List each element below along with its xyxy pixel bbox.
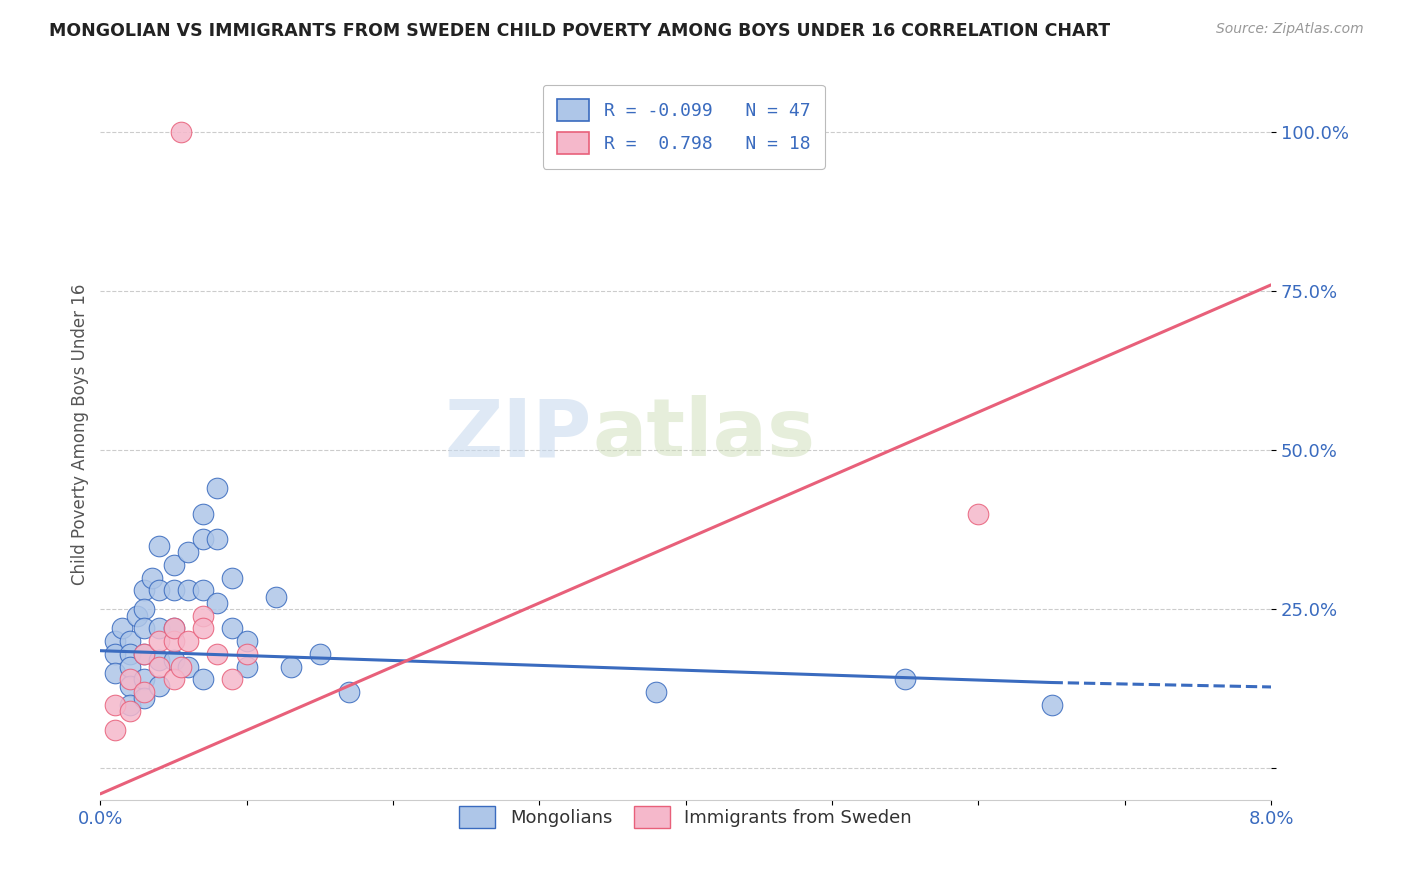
Text: MONGOLIAN VS IMMIGRANTS FROM SWEDEN CHILD POVERTY AMONG BOYS UNDER 16 CORRELATIO: MONGOLIAN VS IMMIGRANTS FROM SWEDEN CHIL…	[49, 22, 1111, 40]
Point	[148, 659, 170, 673]
Point	[118, 647, 141, 661]
Point	[191, 533, 214, 547]
Point	[118, 659, 141, 673]
Point	[177, 659, 200, 673]
Point	[148, 539, 170, 553]
Point	[1040, 698, 1063, 712]
Point	[134, 647, 156, 661]
Point	[148, 653, 170, 667]
Text: ZIP: ZIP	[444, 395, 592, 474]
Point	[148, 622, 170, 636]
Point	[221, 673, 243, 687]
Point	[235, 647, 257, 661]
Point	[118, 679, 141, 693]
Point	[134, 622, 156, 636]
Point	[111, 622, 134, 636]
Point	[967, 507, 990, 521]
Point	[221, 570, 243, 584]
Point	[104, 634, 127, 648]
Point	[191, 622, 214, 636]
Point	[207, 533, 229, 547]
Point	[280, 659, 302, 673]
Point	[118, 704, 141, 718]
Point	[894, 673, 917, 687]
Point	[134, 673, 156, 687]
Point	[162, 583, 184, 598]
Point	[177, 634, 200, 648]
Point	[645, 685, 668, 699]
Text: atlas: atlas	[592, 395, 815, 474]
Point	[104, 723, 127, 738]
Point	[118, 634, 141, 648]
Point	[162, 653, 184, 667]
Point	[134, 583, 156, 598]
Point	[148, 679, 170, 693]
Point	[191, 583, 214, 598]
Point	[118, 673, 141, 687]
Point	[162, 673, 184, 687]
Point	[207, 482, 229, 496]
Point	[235, 634, 257, 648]
Point	[221, 622, 243, 636]
Point	[134, 647, 156, 661]
Point	[177, 583, 200, 598]
Point	[134, 685, 156, 699]
Point	[104, 698, 127, 712]
Point	[191, 673, 214, 687]
Point	[134, 691, 156, 706]
Point	[125, 608, 148, 623]
Y-axis label: Child Poverty Among Boys Under 16: Child Poverty Among Boys Under 16	[72, 284, 89, 585]
Legend: Mongolians, Immigrants from Sweden: Mongolians, Immigrants from Sweden	[453, 798, 920, 835]
Point	[148, 583, 170, 598]
Point	[191, 608, 214, 623]
Point	[309, 647, 332, 661]
Point	[162, 622, 184, 636]
Point	[235, 659, 257, 673]
Point	[118, 698, 141, 712]
Point	[170, 125, 193, 139]
Point	[207, 596, 229, 610]
Point	[162, 558, 184, 572]
Point	[162, 622, 184, 636]
Point	[104, 665, 127, 680]
Point	[191, 507, 214, 521]
Point	[264, 590, 287, 604]
Point	[134, 602, 156, 616]
Point	[177, 545, 200, 559]
Point	[170, 659, 193, 673]
Text: Source: ZipAtlas.com: Source: ZipAtlas.com	[1216, 22, 1364, 37]
Point	[337, 685, 360, 699]
Point	[104, 647, 127, 661]
Point	[162, 634, 184, 648]
Point	[141, 570, 163, 584]
Point	[148, 634, 170, 648]
Point	[207, 647, 229, 661]
